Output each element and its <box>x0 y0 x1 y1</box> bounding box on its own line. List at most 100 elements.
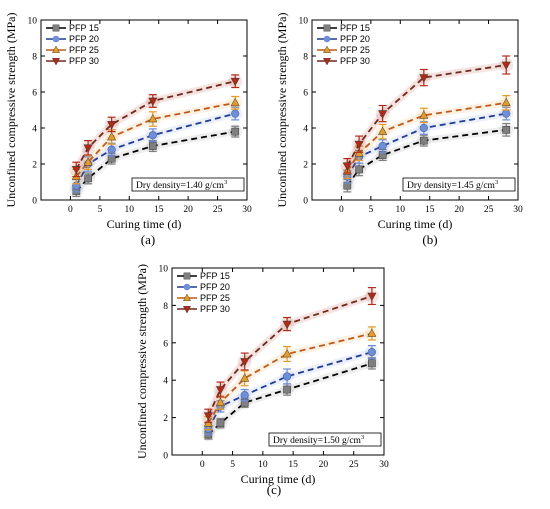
annotation-superscript: 3 <box>495 179 498 186</box>
data-point <box>83 157 93 166</box>
legend-label: PFP 20 <box>200 282 230 292</box>
data-point <box>378 110 388 119</box>
data-point <box>355 165 363 174</box>
series-line <box>207 362 373 436</box>
legend-marker <box>52 24 60 32</box>
series-pfp-15 <box>201 356 379 442</box>
legend-marker <box>323 24 331 32</box>
data-point <box>502 109 511 118</box>
series-pfp-25 <box>201 326 379 431</box>
legend-label: PFP 15 <box>200 271 230 281</box>
data-point <box>283 385 291 394</box>
data-point <box>215 386 226 395</box>
data-point <box>378 151 387 159</box>
y-tick-label: 6 <box>303 89 308 99</box>
plot-frame <box>311 19 519 201</box>
legend-marker <box>322 58 332 66</box>
panel-label: (c) <box>267 482 281 497</box>
series-pfp-30 <box>340 55 514 174</box>
series-pfp-30 <box>69 74 243 178</box>
x-tick-label: 10 <box>258 460 268 470</box>
data-point <box>282 372 292 381</box>
series-pfp-25 <box>69 95 243 185</box>
data-point <box>378 126 388 135</box>
data-point <box>230 97 240 107</box>
x-tick-label: 5 <box>230 460 235 470</box>
data-point <box>240 358 250 367</box>
data-point <box>419 123 428 133</box>
series-line <box>75 80 236 170</box>
x-tick-label: 30 <box>379 460 389 470</box>
data-point <box>230 77 240 87</box>
y-tick-label: 0 <box>163 452 168 462</box>
data-point <box>368 359 376 368</box>
legend-marker <box>322 45 332 53</box>
series-line <box>346 128 507 187</box>
data-point <box>501 61 511 71</box>
annotation-main: Dry density=1.50 g/cm <box>273 436 362 446</box>
y-tick-label: 6 <box>163 339 168 349</box>
x-tick-label: 0 <box>68 205 73 215</box>
data-point <box>83 144 93 153</box>
y-tick-label: 8 <box>163 302 168 312</box>
annotation-box <box>402 177 516 192</box>
data-point <box>419 110 429 119</box>
x-tick-label: 10 <box>396 205 406 215</box>
series-line <box>75 130 236 192</box>
series-line <box>207 332 373 424</box>
y-tick-label: 2 <box>163 414 168 424</box>
legend-label: PFP 20 <box>340 34 370 44</box>
y-tick-label: 0 <box>303 197 308 207</box>
data-point <box>367 328 377 337</box>
data-point <box>378 141 387 151</box>
data-point <box>419 74 429 83</box>
data-point <box>148 131 157 140</box>
y-tick-label: 8 <box>303 53 308 63</box>
x-tick-label: 15 <box>154 205 164 215</box>
chart-panel-1: 0 5 10 15 20 25 30 0 2 4 6 8 10 Curing time (d) Unconf… <box>4 13 252 247</box>
annotation-text: Dry density=1.40 g/cm3 <box>136 179 227 191</box>
y-tick-label: 10 <box>159 265 169 275</box>
data-point <box>240 391 249 400</box>
plot-frame <box>171 267 385 456</box>
y-axis-label: Unconfined compressive strength (MPa) <box>275 13 289 208</box>
annotation-main: Dry density=1.40 g/cm <box>136 181 225 191</box>
chart-panel-2: 0 5 10 15 20 25 30 0 2 4 6 8 10 Curing time (d) Unconf… <box>275 13 523 247</box>
data-point <box>215 397 226 406</box>
y-tick-label: 6 <box>32 89 37 99</box>
y-tick-label: 2 <box>303 161 308 171</box>
x-tick-label: 0 <box>200 460 205 470</box>
legend-label: PFP 15 <box>340 23 370 33</box>
legend-marker <box>323 35 331 43</box>
annotation-box <box>268 432 382 447</box>
data-point <box>107 154 116 163</box>
data-point <box>240 373 250 382</box>
data-point <box>107 121 117 130</box>
y-tick-label: 4 <box>32 125 37 135</box>
x-axis-label: Curing time (d) <box>241 472 316 486</box>
y-tick-label: 4 <box>163 377 168 387</box>
series-pfp-15 <box>69 124 243 198</box>
data-point <box>354 140 364 150</box>
x-tick-label: 25 <box>213 205 223 215</box>
data-point <box>501 97 511 107</box>
x-tick-label: 20 <box>319 460 329 470</box>
x-tick-label: 30 <box>242 205 252 215</box>
legend-label: PFP 30 <box>340 56 370 66</box>
data-point <box>419 136 428 145</box>
legend-label: PFP 20 <box>69 34 99 44</box>
y-axis-label: Unconfined compressive strength (MPa) <box>135 264 149 459</box>
data-point <box>282 348 292 358</box>
legend-label: PFP 25 <box>69 45 99 55</box>
annotation-superscript: 3 <box>361 434 364 441</box>
x-tick-label: 5 <box>97 205 102 215</box>
data-point <box>343 181 352 190</box>
data-point <box>502 125 511 134</box>
data-point <box>84 174 92 183</box>
legend-label: PFP 15 <box>69 23 99 33</box>
data-point <box>107 145 116 154</box>
annotation-main: Dry density=1.45 g/cm <box>407 181 496 191</box>
x-tick-label: 10 <box>125 205 135 215</box>
data-point <box>231 127 240 136</box>
